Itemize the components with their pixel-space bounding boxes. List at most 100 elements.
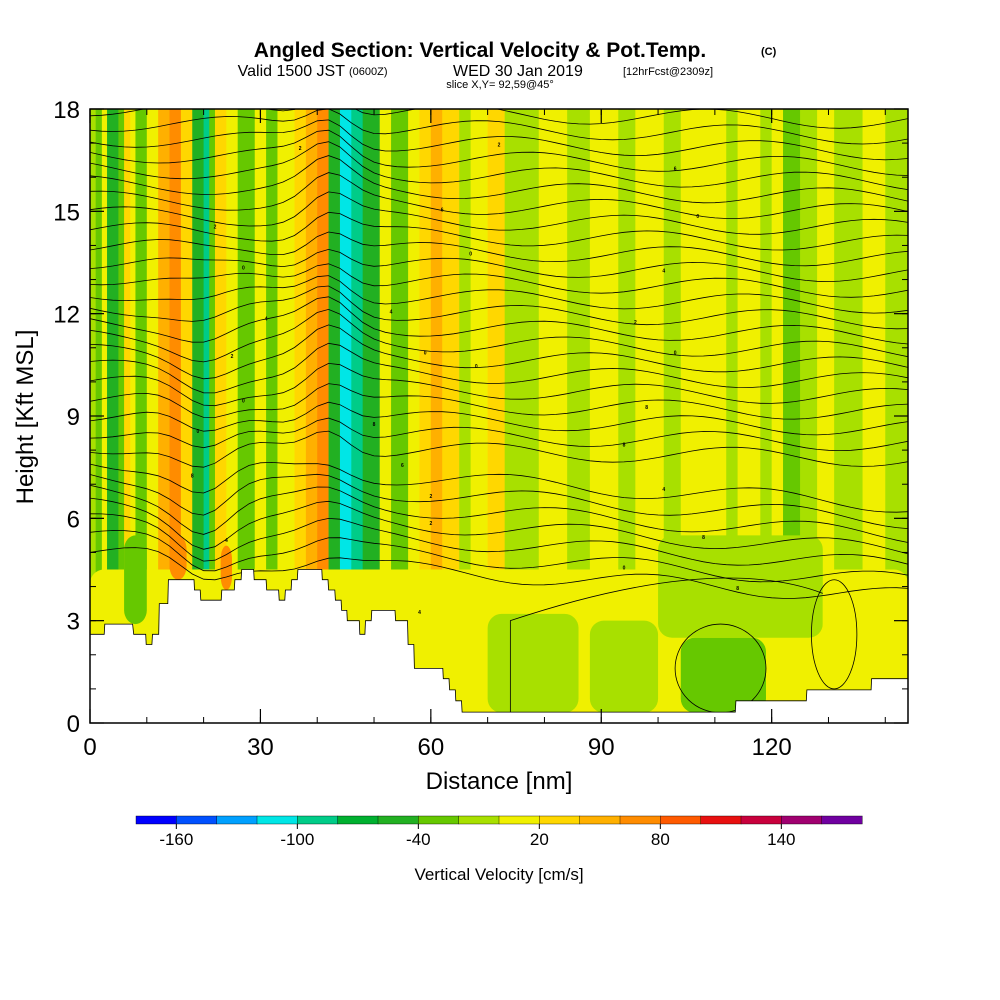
- isentrope-line: [90, 275, 908, 314]
- isentrope-line: [90, 383, 908, 420]
- contour-label: 0: [469, 252, 472, 258]
- colorbar-bin: [740, 815, 782, 825]
- isentrope-loop: [811, 579, 858, 690]
- title-units: (C): [761, 46, 777, 58]
- velocity-band: [192, 109, 205, 723]
- colorbar-labels: -160 -100 -40 20 80 140: [159, 824, 796, 849]
- x-tick-label: 60: [417, 734, 444, 761]
- contour-label: 2: [429, 494, 432, 500]
- contour-labels: 2 2 6 2 6 0 0 0 4 4 4 2 2 0 0 0 0 8 8 0 8 6 8 4 2 2 4 8 0 4 8: [191, 143, 739, 616]
- colorbar-bin: [660, 815, 702, 825]
- velocity-band: [408, 109, 420, 723]
- title-text: Angled Section: Vertical Velocity & Pot.…: [254, 39, 706, 62]
- isentrope-line: [90, 155, 908, 204]
- y-tick-label: 12: [53, 302, 80, 329]
- valid-date: WED 30 Jan 2019: [453, 63, 583, 80]
- colorbar-bin: [377, 815, 419, 825]
- isentrope-line: [90, 547, 908, 599]
- isentrope-line: [90, 285, 908, 330]
- colorbar-bin: [256, 815, 298, 825]
- isentrope-line: [90, 211, 908, 251]
- isentrope-line: [90, 324, 908, 380]
- velocity-band: [760, 109, 773, 723]
- colorbar-bin: [418, 815, 460, 825]
- isentrope-line: [90, 473, 908, 529]
- isentrope-line: [90, 461, 908, 513]
- contour-label: 0: [197, 429, 200, 435]
- velocity-band: [771, 109, 784, 723]
- isentrope-line: [90, 342, 908, 394]
- contour-label: 4: [662, 487, 665, 493]
- colorbar-bin: [176, 815, 218, 825]
- contour-label: 2: [498, 143, 501, 149]
- velocity-band: [379, 109, 392, 723]
- contour-label: 6: [401, 463, 404, 469]
- y-tick-label: 9: [67, 404, 80, 431]
- isentrope-line: [90, 497, 908, 555]
- x-axis-title: Distance [nm]: [426, 768, 573, 795]
- contour-label: 4: [418, 610, 421, 616]
- valid-prefix: Valid 1500 JST: [238, 63, 346, 80]
- velocity-band: [266, 109, 278, 723]
- velocity-region: [169, 535, 187, 580]
- isentrope-line: [90, 430, 908, 468]
- velocity-region: [220, 545, 233, 590]
- colorbar-tick-label: 20: [530, 830, 549, 849]
- potential-temperature-contours: [90, 109, 908, 714]
- colorbar-tick-label: -100: [280, 830, 314, 849]
- isentrope-line: [90, 109, 908, 145]
- contour-label: 0: [674, 351, 677, 357]
- velocity-band: [169, 109, 182, 723]
- y-tick-label: 6: [67, 506, 80, 533]
- isentrope-line: [90, 263, 908, 298]
- velocity-band: [203, 109, 210, 723]
- velocity-region: [680, 637, 766, 713]
- vertical-velocity-bands: [90, 109, 908, 723]
- isentrope-line: [90, 119, 908, 161]
- y-tick-label: 18: [53, 97, 80, 124]
- figure-header: Angled Section: Vertical Velocity & Pot.…: [238, 39, 777, 91]
- y-axis: 0 3 6 9 12 15 18: [53, 97, 908, 738]
- colorbar-bin: [539, 815, 581, 825]
- velocity-band: [146, 109, 153, 723]
- contour-label: 4: [265, 316, 268, 322]
- velocity-band: [328, 109, 341, 723]
- x-tick-label: 0: [83, 734, 96, 761]
- colorbar-bin: [337, 815, 379, 825]
- colorbar-tick-label: 80: [651, 830, 670, 849]
- isentrope-line: [90, 484, 908, 543]
- y-tick-label: 15: [53, 199, 80, 226]
- isentrope-line: [90, 530, 908, 583]
- contour-label: 4: [662, 269, 665, 275]
- isentrope-line: [90, 296, 908, 345]
- contour-label: 8: [373, 422, 376, 428]
- contour-label: 0: [242, 398, 245, 404]
- valid-utc: (0600Z): [349, 66, 388, 78]
- contour-label: 8: [645, 405, 648, 411]
- contour-label: 2: [231, 354, 234, 360]
- velocity-band: [430, 109, 443, 723]
- colorbar-tick-label: -40: [406, 830, 431, 849]
- isentrope-line: [509, 577, 823, 713]
- velocity-band: [317, 109, 330, 723]
- colorbar-bin: [458, 815, 500, 825]
- x-tick-label: 90: [588, 734, 615, 761]
- y-axis-title: Height [Kft MSL]: [12, 330, 39, 505]
- forecast-text: [12hrFcst@2309z]: [623, 66, 713, 78]
- colorbar-bin: [781, 815, 823, 825]
- velocity-band: [226, 109, 239, 723]
- y-tick-label: 0: [67, 711, 80, 738]
- terrain-mask: [90, 569, 908, 723]
- x-tick-label: 120: [752, 734, 792, 761]
- isentrope-line: [90, 308, 908, 363]
- velocity-band: [158, 109, 171, 723]
- isentrope-line: [90, 141, 908, 190]
- contour-label: 2: [299, 146, 302, 152]
- velocity-region: [658, 535, 823, 638]
- velocity-band: [726, 109, 739, 723]
- isentrope-line: [90, 513, 908, 566]
- colorbar-bin: [498, 815, 540, 825]
- contour-label: 4: [390, 310, 393, 316]
- contour-label: 0: [696, 214, 699, 220]
